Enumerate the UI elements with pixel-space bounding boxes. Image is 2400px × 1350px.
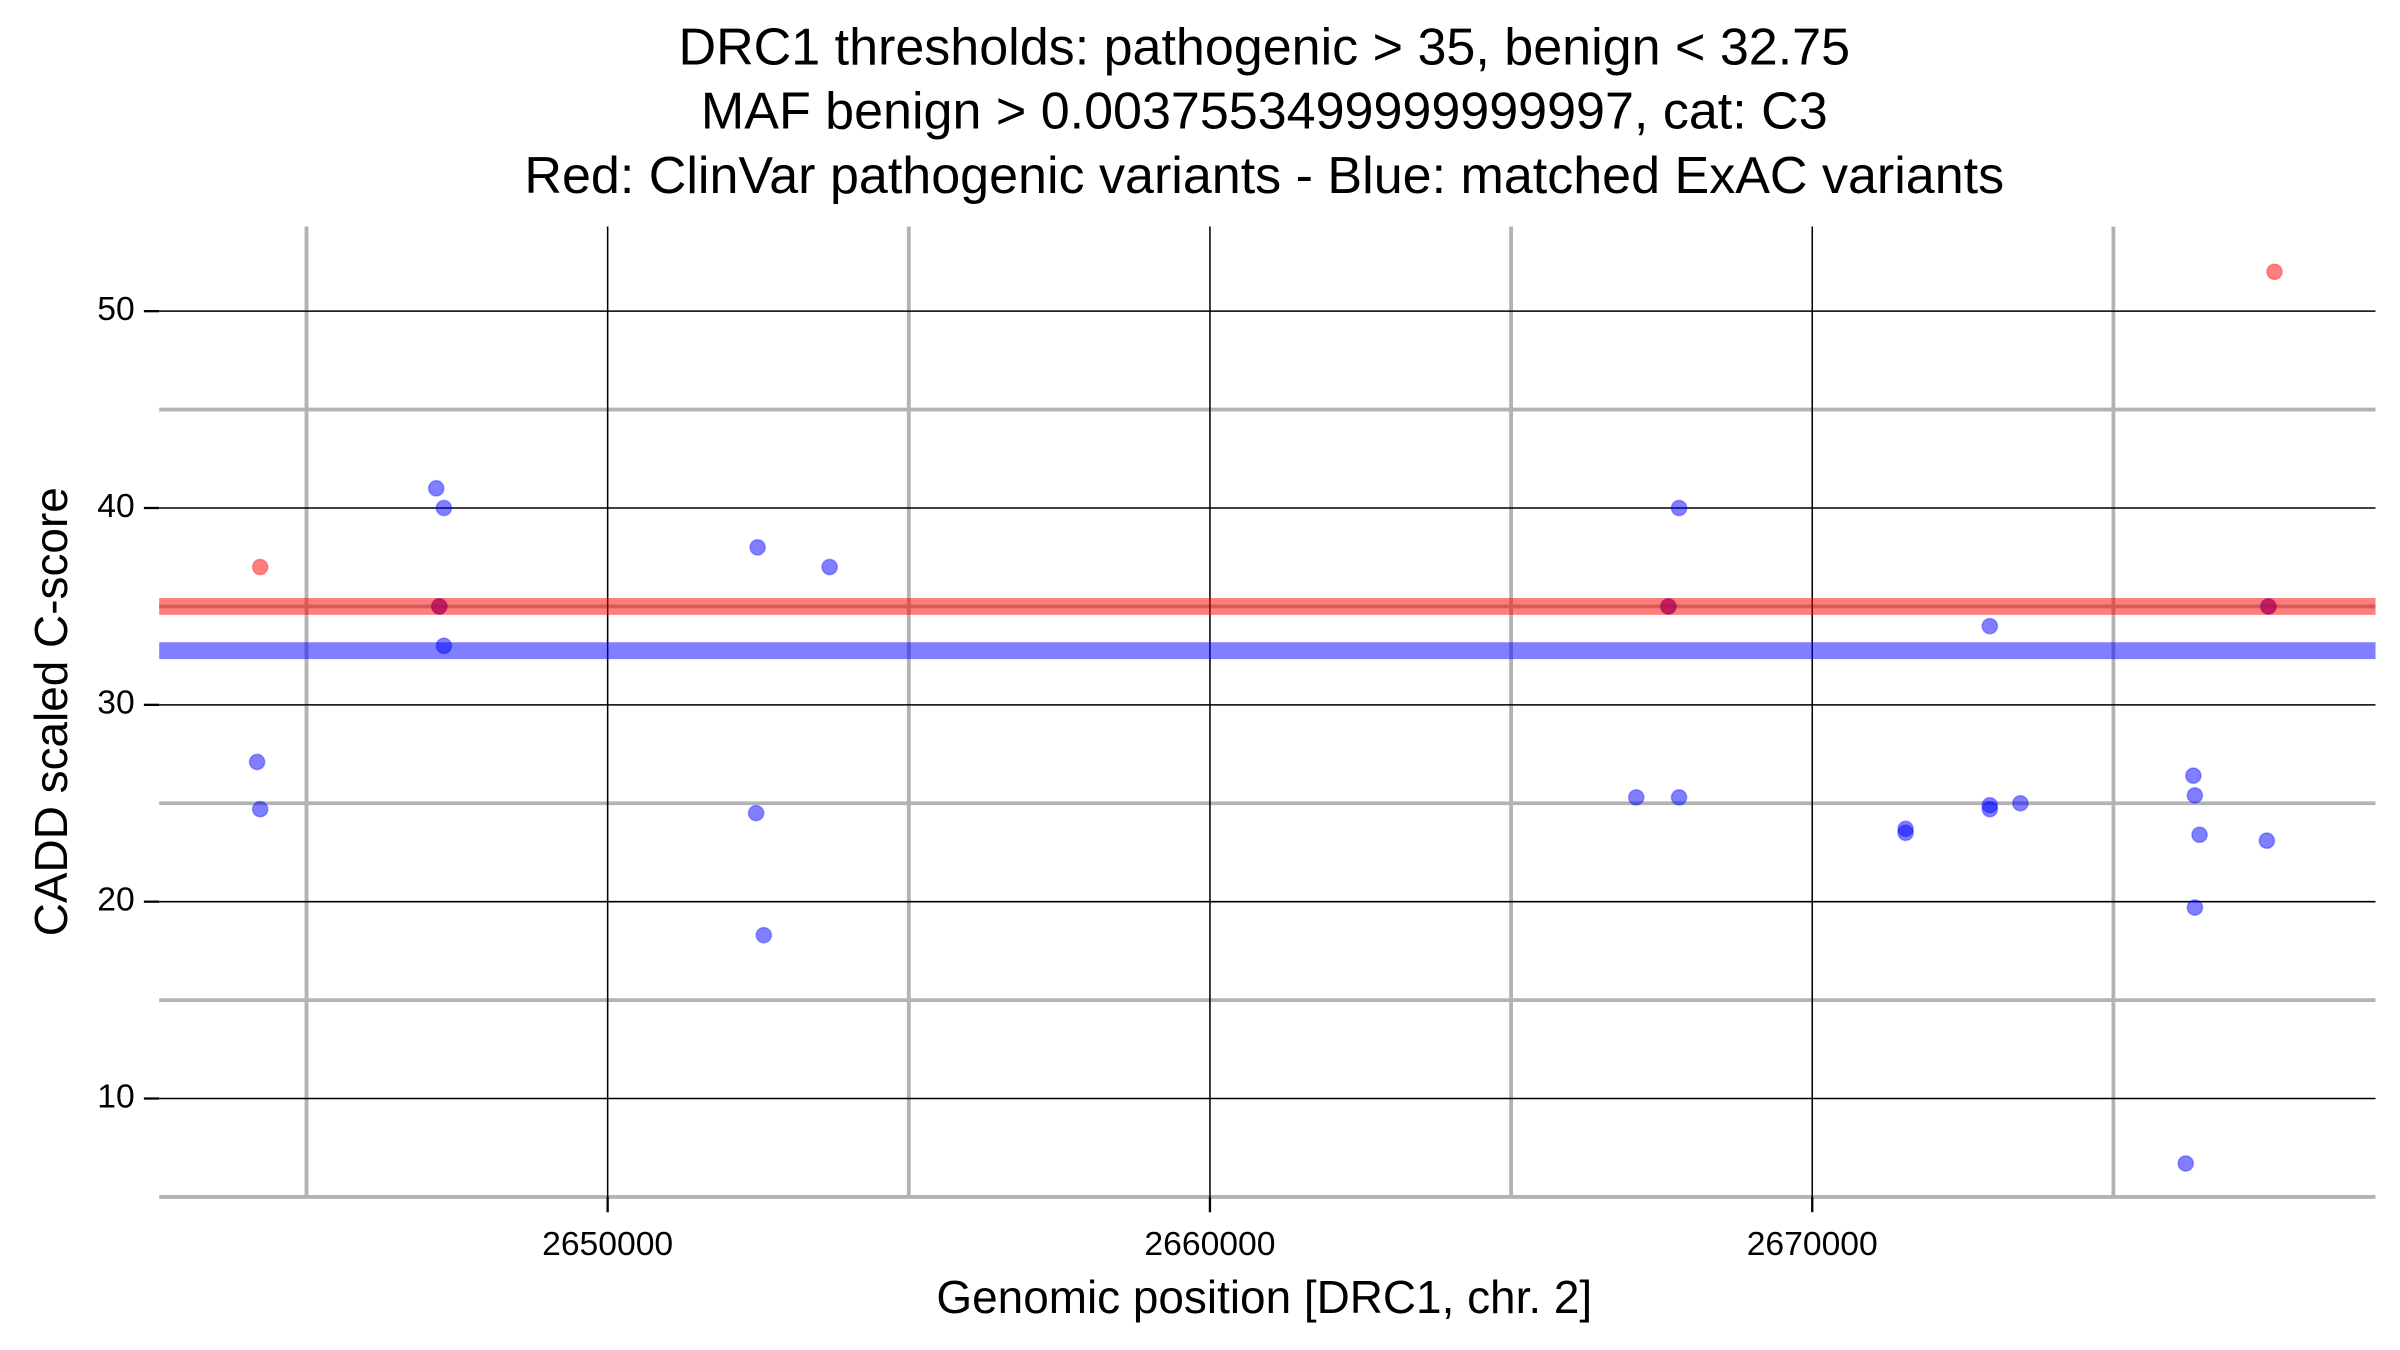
data-point — [1981, 800, 1999, 818]
data-point — [1627, 788, 1645, 806]
data-point — [1670, 499, 1688, 517]
data-point — [1897, 824, 1915, 842]
data-point — [251, 800, 269, 818]
y-tick-label: 10 — [97, 1078, 134, 1115]
data-point — [747, 804, 765, 822]
y-tick-label: 20 — [97, 882, 134, 919]
data-point — [2011, 794, 2029, 812]
data-point — [1659, 598, 1677, 615]
data-point — [755, 926, 773, 944]
y-tick-label: 50 — [97, 291, 134, 328]
data-point — [430, 598, 448, 615]
data-point — [2259, 598, 2277, 615]
y-axis-label: CADD scaled C-score — [25, 487, 77, 936]
data-point — [1981, 617, 1999, 635]
data-point — [2266, 263, 2283, 281]
chart-title: DRC1 thresholds: pathogenic > 35, benign… — [679, 18, 1851, 76]
data-point — [251, 558, 269, 576]
x-axis-label: Genomic position [DRC1, chr. 2] — [936, 1271, 1592, 1323]
data-point — [2184, 767, 2202, 785]
chart-title: MAF benign > 0.0037553499999999997, cat:… — [701, 83, 1828, 141]
data-point — [2186, 899, 2204, 917]
data-point — [2177, 1155, 2195, 1172]
x-tick-label: 2660000 — [1144, 1226, 1275, 1263]
data-point — [248, 753, 266, 771]
data-point — [2191, 826, 2208, 844]
x-tick-label: 2670000 — [1747, 1226, 1878, 1263]
grid — [143, 226, 2376, 1213]
chart-title: Red: ClinVar pathogenic variants - Blue:… — [524, 147, 2004, 205]
data-point — [2186, 786, 2204, 804]
data-point — [1670, 788, 1688, 806]
data-point — [435, 499, 453, 517]
y-tick-label: 30 — [97, 685, 134, 722]
y-tick-label: 40 — [97, 488, 134, 525]
data-point — [821, 558, 839, 576]
data-point — [427, 479, 445, 497]
data-point — [749, 538, 767, 556]
x-tick-label: 2650000 — [542, 1226, 673, 1263]
data-point — [2258, 832, 2276, 850]
data-point — [435, 637, 453, 655]
marks — [159, 263, 2376, 1172]
